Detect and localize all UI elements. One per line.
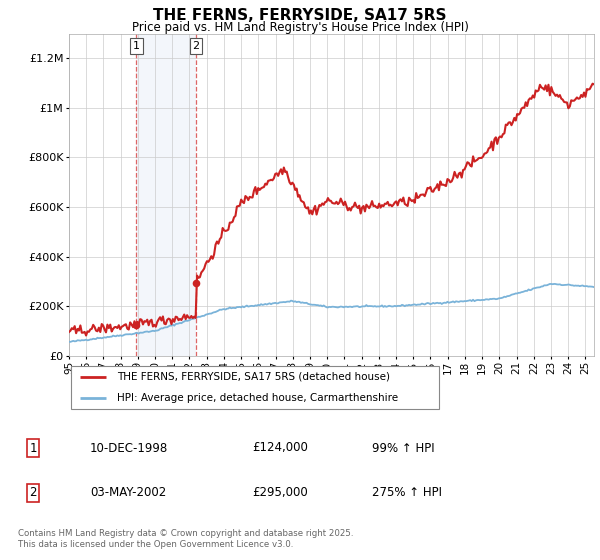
Text: 275% ↑ HPI: 275% ↑ HPI: [372, 486, 442, 500]
FancyBboxPatch shape: [71, 366, 439, 409]
Text: Price paid vs. HM Land Registry's House Price Index (HPI): Price paid vs. HM Land Registry's House …: [131, 21, 469, 34]
Text: 99% ↑ HPI: 99% ↑ HPI: [372, 441, 434, 455]
Text: £295,000: £295,000: [252, 486, 308, 500]
Text: THE FERNS, FERRYSIDE, SA17 5RS (detached house): THE FERNS, FERRYSIDE, SA17 5RS (detached…: [118, 372, 391, 382]
Text: 1: 1: [133, 41, 140, 51]
Text: THE FERNS, FERRYSIDE, SA17 5RS: THE FERNS, FERRYSIDE, SA17 5RS: [153, 8, 447, 24]
Text: 2: 2: [192, 41, 199, 51]
Text: Contains HM Land Registry data © Crown copyright and database right 2025.
This d: Contains HM Land Registry data © Crown c…: [18, 529, 353, 549]
Text: 03-MAY-2002: 03-MAY-2002: [90, 486, 166, 500]
Text: £124,000: £124,000: [252, 441, 308, 455]
Text: 1: 1: [29, 441, 37, 455]
Bar: [136, 34, 196, 356]
Text: 2: 2: [29, 486, 37, 500]
Text: HPI: Average price, detached house, Carmarthenshire: HPI: Average price, detached house, Carm…: [118, 393, 398, 403]
Text: 10-DEC-1998: 10-DEC-1998: [90, 441, 168, 455]
